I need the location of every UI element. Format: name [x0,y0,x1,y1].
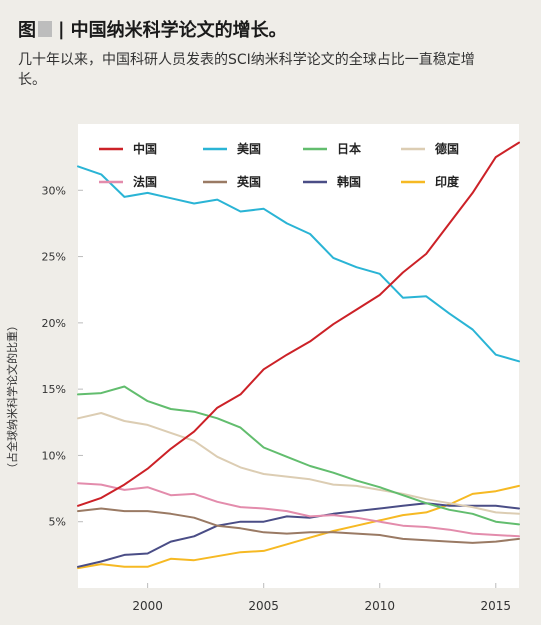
title-separator: | [58,18,65,40]
series-line-3 [77,412,520,515]
x-tick-label: 2000 [132,599,163,613]
legend-label-3: 德国 [435,141,459,156]
y-tick-label: 30% [42,184,66,197]
series-line-4 [77,482,520,538]
figure-number-redaction-block [38,21,52,37]
series-lines [77,141,520,570]
series-line-1 [77,165,520,363]
x-tick-label: 2005 [248,599,279,613]
legend-label-5: 英国 [237,174,261,189]
y-tick-label: 15% [42,383,66,396]
x-axis-ticks: 2000 2005 2010 2015 [132,583,511,613]
legend-label-1: 美国 [237,141,261,156]
legend-label-4: 法国 [133,174,157,189]
series-line-5 [77,507,520,544]
legend-label-0: 中国 [133,141,157,156]
chart-title: 中国纳米科学论文的增长。 [70,20,287,41]
y-axis-label: （占全球纳米科学论文的比重） [5,320,19,474]
figure-label: 图 [18,20,36,41]
series-line-7 [77,484,520,570]
x-tick-label: 2015 [481,599,512,613]
legend-label-7: 印度 [435,174,460,189]
y-tick-label: 25% [42,251,66,264]
legend-label-6: 韩国 [337,174,361,189]
figure-title: 图 | 中国纳米科学论文的增长。 [18,16,287,42]
y-tick-label: 10% [42,449,66,462]
y-tick-label: 20% [42,317,66,330]
series-line-6 [77,502,520,568]
legend-label-2: 日本 [337,141,361,156]
x-tick-label: 2010 [364,599,395,613]
chart-subtitle: 几十年以来，中国科研人员发表的SCI纳米科学论文的全球占比一直稳定增长。 [18,52,475,88]
series-line-2 [77,385,520,526]
y-tick-label: 5% [49,516,66,529]
y-axis-ticks: 5% 10% 15% 20% 25% 30% [42,184,83,529]
series-line-0 [77,141,520,507]
